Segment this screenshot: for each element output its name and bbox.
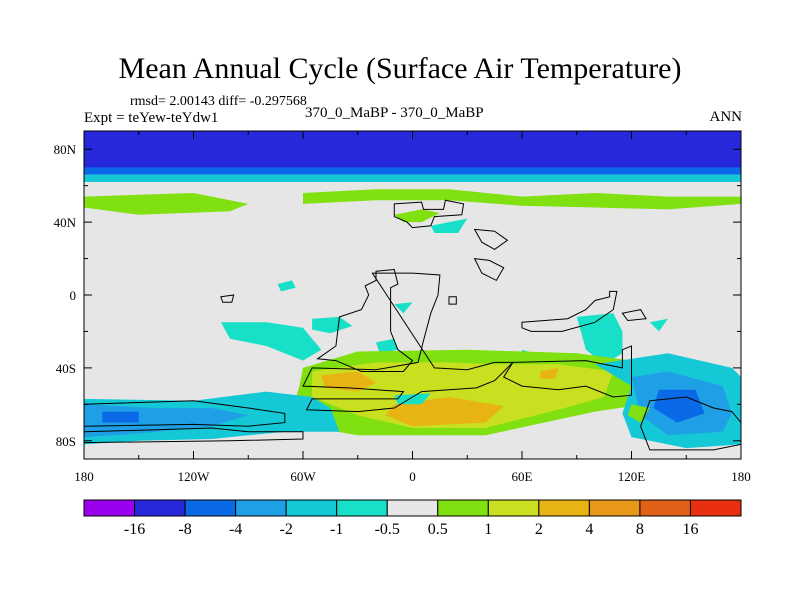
colorbar-swatch [336,499,388,517]
contour-region-19 [540,367,559,379]
contour-region-6 [430,218,468,233]
contour-region-26 [653,389,705,423]
colorbar-label: -8 [178,521,191,538]
colorbar-swatch [487,499,540,517]
coastline-australia-east [621,309,647,322]
contour-region-0 [84,131,741,172]
colorbar-swatch [184,499,237,517]
contour-region-27 [394,393,431,405]
y-tick-label: 80N [54,142,77,157]
y-tick-label: 80S [56,434,76,449]
colorbar-swatch [689,499,742,517]
contour-region-8 [312,316,353,334]
colorbar-swatch [639,499,691,517]
y-tick-label: 0 [70,288,77,303]
colorbar-label: 2 [535,521,543,538]
colorbar: -16 -8 -4 -2 -1 -0.5 0.5 1 2 4 8 16 [83,499,742,538]
contour-region-1 [84,167,741,175]
contour-region-12 [576,313,623,365]
contour-region-4 [303,189,741,210]
x-tick-label: 120E [618,469,646,484]
colorbar-label: 8 [636,521,644,538]
y-tick-label: 40S [56,361,76,376]
colorbar-label: 0.5 [428,521,448,538]
experiment-diff-label: 370_0_MaBP - 370_0_MaBP [305,105,484,121]
x-tick-label: 180 [731,469,751,484]
colorbar-label: -1 [330,521,343,538]
x-tick-label: 120W [178,469,211,484]
season-label: ANN [709,109,743,125]
coastline-north-island-chain [473,257,505,282]
contour-region-9 [220,322,322,361]
coastline-small-island-a [448,296,457,305]
coastline-small-island-b [220,294,235,303]
colorbar-label: 4 [585,521,593,538]
contour-region-10 [376,338,398,354]
colorbar-label: -0.5 [375,521,400,538]
x-tick-label: 180 [74,469,94,484]
x-tick-label: 60E [512,469,533,484]
coastline-central-america-and-south-america [316,268,414,372]
coastline-indian-block [521,290,618,332]
coastline-antarctica-east [640,396,741,451]
coastline-antarctic-ridge [84,427,304,444]
coastline-north-america [393,199,465,229]
continent-outlines [84,199,741,451]
contour-region-23 [102,411,139,423]
colorbar-swatch [285,499,338,517]
stats-text: rmsd= 2.00143 diff= -0.297568 [130,94,307,109]
colorbar-swatch [437,499,489,517]
plot-area [84,131,741,459]
chart-title: Mean Annual Cycle (Surface Air Temperatu… [118,52,682,85]
coastline-north-island [473,228,509,250]
contour-region-5 [394,209,440,223]
contour-region-3 [84,193,249,215]
contour-region-13 [649,318,668,332]
colorbar-label: -16 [124,521,145,538]
contour-region-7 [277,280,296,292]
colorbar-label: -4 [229,521,242,538]
colorbar-swatch [83,499,136,517]
contour-region-11 [394,302,413,314]
contour-regions [84,131,741,449]
x-tick-label: 0 [409,469,416,484]
contour-region-16 [312,362,614,428]
colorbar-swatch [134,499,186,517]
x-tick-label: 60W [290,469,316,484]
colorbar-label: 16 [682,521,698,538]
axis-ticks: 180 120W 60W 0 60E 120E 180 80N 40N 0 40S 80S [54,131,751,484]
colorbar-label: -2 [279,521,292,538]
contour-region-17 [321,371,376,392]
contour-region-28 [627,404,650,423]
colorbar-swatch [386,499,439,517]
contour-region-2 [84,174,741,182]
expt-label: Expt = teYew-teYdw1 [84,110,219,126]
colorbar-label: 1 [484,521,492,538]
y-tick-label: 40N [54,215,77,230]
colorbar-swatch [235,499,287,517]
coastline-antarctic-west [84,400,286,427]
colorbar-swatch [588,499,641,517]
colorbar-swatch [538,499,590,517]
coastline-east-gondwana [502,345,632,398]
